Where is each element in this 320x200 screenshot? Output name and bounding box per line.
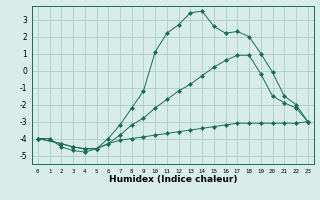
X-axis label: Humidex (Indice chaleur): Humidex (Indice chaleur) (108, 175, 237, 184)
